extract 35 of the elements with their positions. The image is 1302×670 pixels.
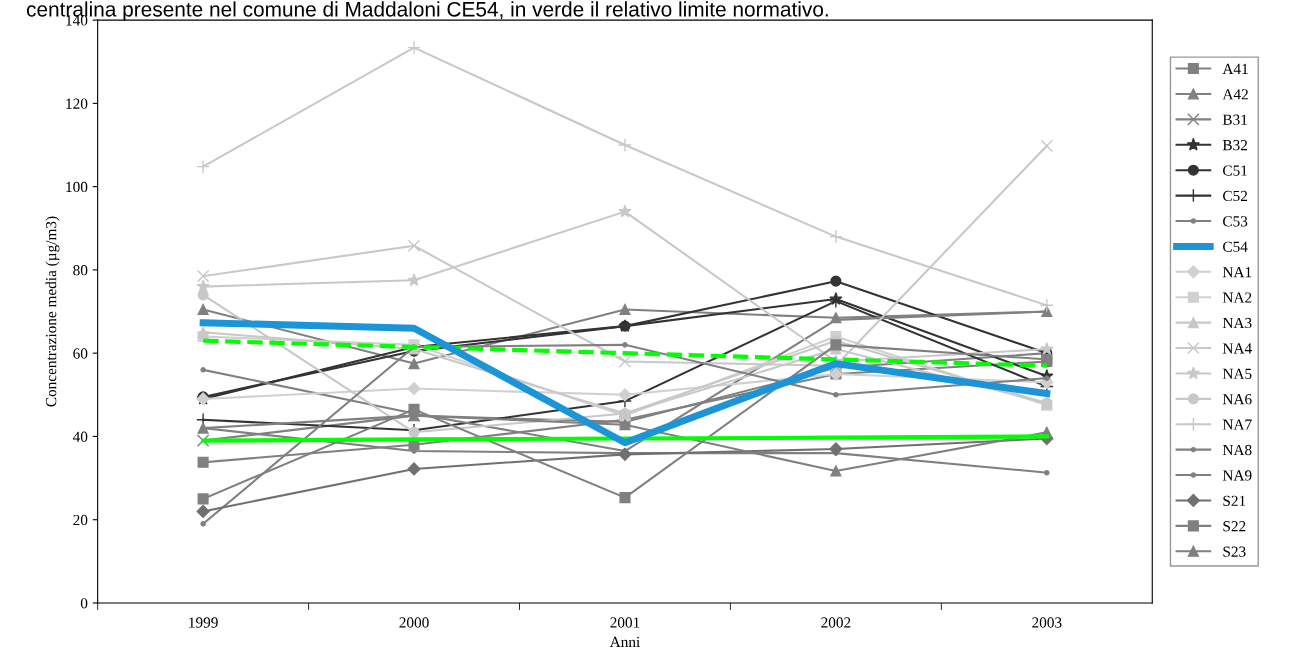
legend-label: A41: [1222, 63, 1248, 74]
legend-label: NA3: [1222, 317, 1252, 329]
x-axis-title: Anni: [609, 636, 640, 647]
legend-label: NA8: [1222, 444, 1252, 456]
legend-label: C54: [1223, 241, 1248, 252]
legend-label: C51: [1223, 165, 1247, 176]
legend-label: A42: [1222, 89, 1248, 100]
y-tick-label: 100: [66, 181, 88, 193]
x-tick-label: 2002: [821, 617, 851, 628]
legend-label: B32: [1222, 140, 1248, 151]
legend-label: S21: [1223, 495, 1246, 506]
legend-label: S22: [1223, 521, 1246, 532]
legend-label: NA9: [1222, 470, 1252, 481]
y-tick-label: 40: [72, 431, 88, 442]
y-tick-label: 80: [73, 265, 88, 276]
legend-label: NA6: [1222, 394, 1252, 405]
y-tick-label: 60: [73, 348, 88, 359]
legend-label: C53: [1223, 216, 1248, 227]
legend-label: NA7: [1222, 419, 1252, 430]
legend-label: S23: [1223, 546, 1246, 557]
legend-label: NA2: [1222, 292, 1252, 303]
legend-label: C52: [1223, 190, 1248, 202]
x-tick-label: 2001: [610, 617, 640, 628]
y-tick-label: 20: [73, 514, 88, 526]
y-tick-label: 0: [80, 598, 88, 609]
x-tick-label: 2000: [399, 617, 429, 628]
legend-label: NA4: [1222, 343, 1252, 354]
x-tick-label: 1999: [189, 617, 218, 628]
legend-label: NA1: [1222, 267, 1252, 278]
legend-label: B31: [1222, 114, 1247, 125]
legend-label: NA5: [1222, 368, 1252, 379]
x-tick-label: 2003: [1032, 617, 1062, 628]
y-tick-label: 140: [66, 15, 88, 26]
y-tick-label: 120: [66, 98, 88, 109]
y-axis-title: Concentrazione media (µg/m3): [45, 216, 60, 407]
